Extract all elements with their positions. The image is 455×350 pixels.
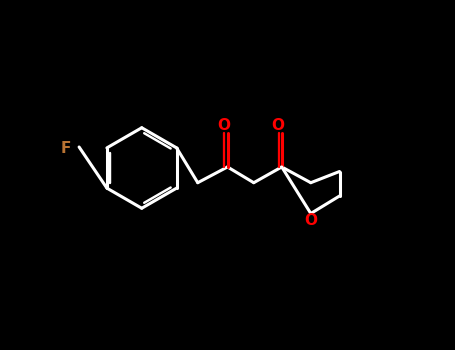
- Text: O: O: [304, 213, 317, 228]
- Text: O: O: [217, 119, 230, 133]
- Text: O: O: [271, 119, 284, 133]
- Text: F: F: [61, 141, 71, 156]
